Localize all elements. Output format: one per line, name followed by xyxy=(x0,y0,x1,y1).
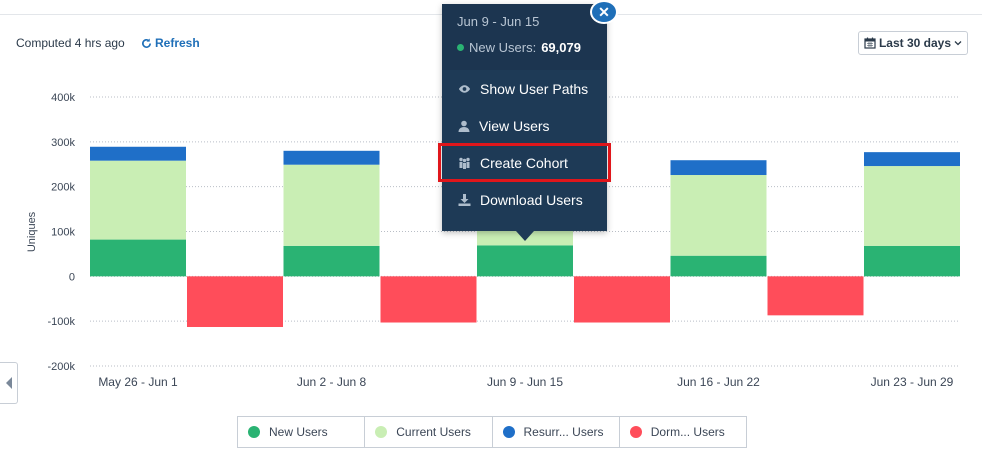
tooltip-metric-label: New Users: xyxy=(469,40,537,55)
tooltip-date-range: Jun 9 - Jun 15 xyxy=(457,14,540,29)
user-icon xyxy=(458,120,470,132)
refresh-icon xyxy=(142,37,151,48)
bar-new-users xyxy=(477,245,573,277)
legend-label: Dorm... Users xyxy=(650,425,725,439)
computed-status: Computed 4 hrs ago xyxy=(16,36,125,50)
menu-item-label: View Users xyxy=(479,117,550,134)
y-tick-label: 200k xyxy=(51,182,75,194)
legend-label: Current Users xyxy=(396,425,471,439)
chevron-down-icon xyxy=(954,41,962,46)
tooltip-arrow xyxy=(516,231,534,241)
legend-dot-icon xyxy=(629,426,642,438)
legend-item-current-users[interactable]: Current Users xyxy=(365,417,493,447)
x-tick-label: Jun 23 - Jun 29 xyxy=(871,375,954,389)
bar-dormant-users xyxy=(767,276,864,316)
x-tick-label: Jun 9 - Jun 15 xyxy=(487,375,563,389)
menu-item-label: Download Users xyxy=(480,192,583,208)
bar-new-users xyxy=(283,245,380,277)
legend-label: Resurr... Users xyxy=(523,425,604,439)
legend-item-resurrected-users[interactable]: Resurr... Users xyxy=(493,417,620,447)
x-tick-label: Jun 16 - Jun 22 xyxy=(677,375,760,389)
bar-resurr-users xyxy=(670,160,767,176)
bar-new-users xyxy=(864,245,960,277)
refresh-label: Refresh xyxy=(155,36,200,50)
bar-resurr-users xyxy=(90,146,186,161)
close-tooltip-button[interactable]: ✕ xyxy=(590,0,618,24)
chart-legend: New Users Current Users Resurr... Users … xyxy=(237,416,747,448)
view-users-item[interactable]: View Users xyxy=(442,107,607,144)
date-range-label: Last 30 days xyxy=(878,36,952,50)
legend-item-dormant-users[interactable]: Dorm... Users xyxy=(620,417,746,447)
calendar-icon xyxy=(864,37,876,49)
bar-new-users xyxy=(670,255,767,277)
bar-dormant-users xyxy=(187,276,283,327)
y-tick-label: 300k xyxy=(51,137,75,149)
tooltip-metric: New Users: 69,079 xyxy=(457,40,593,55)
refresh-button[interactable]: Refresh xyxy=(141,36,200,50)
caret-left-icon xyxy=(5,377,12,389)
bar-new-users xyxy=(90,239,186,277)
x-tick-label: Jun 2 - Jun 8 xyxy=(297,375,367,389)
bar-dormant-users xyxy=(380,276,477,323)
y-tick-label: 400k xyxy=(51,92,75,104)
bar-current-users xyxy=(670,175,767,256)
legend-dot-icon xyxy=(375,426,388,438)
legend-label: New Users xyxy=(269,425,328,439)
y-tick-label: -200k xyxy=(47,361,75,373)
show-user-paths-item[interactable]: Show User Paths xyxy=(442,70,607,107)
legend-dot-icon xyxy=(502,426,515,438)
download-users-item[interactable]: Download Users xyxy=(442,181,607,218)
legend-item-new-users[interactable]: New Users xyxy=(238,417,366,447)
bar-current-users xyxy=(90,160,186,240)
bar-current-users xyxy=(864,166,960,246)
download-icon xyxy=(458,194,471,206)
collapse-panel-tab[interactable] xyxy=(0,362,18,404)
y-tick-label: -100k xyxy=(47,316,75,328)
eye-icon xyxy=(458,84,471,93)
date-range-button[interactable]: Last 30 days xyxy=(858,31,968,55)
series-dot-icon xyxy=(457,44,464,51)
menu-item-label: Create Cohort xyxy=(480,155,568,171)
people-icon xyxy=(459,157,470,169)
bar-resurr-users xyxy=(283,150,380,165)
create-cohort-item[interactable]: Create Cohort xyxy=(438,143,611,182)
bar-dormant-users xyxy=(574,276,670,323)
bar-current-users xyxy=(283,164,380,246)
close-icon: ✕ xyxy=(598,3,610,20)
bar-resurr-users xyxy=(864,152,960,167)
x-tick-label: May 26 - Jun 1 xyxy=(98,375,178,389)
menu-item-label: Show User Paths xyxy=(480,80,589,97)
y-tick-label: 0 xyxy=(69,271,75,283)
bar-tooltip: Jun 9 - Jun 15 New Users: 69,079 Show Us… xyxy=(438,4,611,241)
y-axis-label: Uniques xyxy=(26,211,38,252)
y-tick-label: 100k xyxy=(51,227,75,239)
legend-dot-icon xyxy=(248,426,260,438)
tooltip-header: Jun 9 - Jun 15 New Users: 69,079 xyxy=(442,4,607,70)
tooltip-metric-value: 69,079 xyxy=(541,40,581,55)
